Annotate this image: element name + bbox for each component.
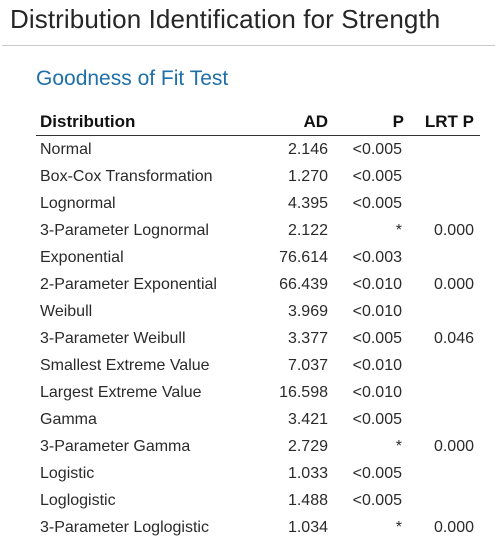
table-row: Smallest Extreme Value 7.037 <0.010 bbox=[36, 352, 480, 379]
cell-lrt-p: 0.000 bbox=[433, 276, 474, 293]
cell-lrt-p bbox=[404, 190, 480, 217]
table-row: 3-Parameter Loglogistic 1.034 * 0.000 bbox=[36, 514, 480, 541]
cell-lrt-p bbox=[404, 163, 480, 190]
cell-distribution: 3-Parameter Lognormal bbox=[40, 222, 209, 239]
cell-ad: 1.488 bbox=[287, 492, 328, 509]
cell-distribution: 2-Parameter Exponential bbox=[40, 276, 217, 293]
cell-lrt-p: 0.000 bbox=[433, 519, 474, 536]
table-row: Loglogistic 1.488 <0.005 bbox=[36, 487, 480, 514]
cell-distribution: 3-Parameter Gamma bbox=[40, 438, 191, 455]
cell-ad: 66.439 bbox=[279, 276, 328, 293]
cell-ad: 3.377 bbox=[287, 330, 328, 347]
cell-lrt-p bbox=[404, 136, 480, 164]
cell-p: * bbox=[395, 519, 402, 536]
header-p: P bbox=[328, 108, 404, 136]
cell-ad: 4.395 bbox=[287, 195, 328, 212]
table-row: Gamma 3.421 <0.005 bbox=[36, 406, 480, 433]
cell-p: <0.005 bbox=[352, 492, 402, 509]
cell-ad: 2.146 bbox=[287, 141, 328, 158]
cell-distribution: Lognormal bbox=[40, 195, 116, 212]
table-body: Normal 2.146 <0.005 Box-Cox Transformation 1… bbox=[36, 136, 480, 542]
cell-p: <0.005 bbox=[352, 141, 402, 158]
cell-ad: 2.122 bbox=[287, 222, 328, 239]
table-row: Lognormal 4.395 <0.005 bbox=[36, 190, 480, 217]
cell-p: <0.005 bbox=[352, 168, 402, 185]
table-row: 3-Parameter Lognormal 2.122 * 0.000 bbox=[36, 217, 480, 244]
cell-lrt-p bbox=[404, 352, 480, 379]
cell-distribution: 3-Parameter Loglogistic bbox=[40, 519, 209, 536]
cell-p: <0.005 bbox=[352, 411, 402, 428]
cell-ad: 16.598 bbox=[279, 384, 328, 401]
cell-p: * bbox=[395, 438, 402, 455]
cell-lrt-p: 0.000 bbox=[433, 438, 474, 455]
header-lrt-p: LRT P bbox=[404, 108, 480, 136]
table-row: Exponential 76.614 <0.003 bbox=[36, 244, 480, 271]
cell-p: <0.005 bbox=[352, 330, 402, 347]
page-title: Distribution Identification for Strength bbox=[10, 4, 441, 34]
cell-p: <0.010 bbox=[352, 303, 402, 320]
cell-ad: 1.034 bbox=[287, 519, 328, 536]
cell-p: <0.005 bbox=[352, 195, 402, 212]
cell-lrt-p bbox=[404, 406, 480, 433]
table-row: Normal 2.146 <0.005 bbox=[36, 136, 480, 164]
cell-p: <0.003 bbox=[352, 249, 402, 266]
cell-lrt-p bbox=[404, 244, 480, 271]
cell-distribution: Logistic bbox=[40, 465, 95, 482]
cell-distribution: Gamma bbox=[40, 411, 97, 428]
cell-distribution: Exponential bbox=[40, 249, 124, 266]
table-row: Weibull 3.969 <0.010 bbox=[36, 298, 480, 325]
cell-p: <0.005 bbox=[352, 465, 402, 482]
table-header-row: Distribution AD P LRT P bbox=[36, 108, 480, 136]
cell-ad: 2.729 bbox=[287, 438, 328, 455]
table-row: Logistic 1.033 <0.005 bbox=[36, 460, 480, 487]
cell-ad: 1.033 bbox=[287, 465, 328, 482]
cell-p: <0.010 bbox=[352, 384, 402, 401]
header-ad: AD bbox=[268, 108, 328, 136]
cell-p: * bbox=[395, 222, 402, 239]
cell-ad: 7.037 bbox=[287, 357, 328, 374]
goodness-of-fit-table: Distribution AD P LRT P Normal 2.146 <0.00… bbox=[36, 108, 480, 541]
cell-distribution: 3-Parameter Weibull bbox=[40, 330, 186, 347]
cell-lrt-p: 0.000 bbox=[433, 222, 474, 239]
cell-ad: 76.614 bbox=[279, 249, 328, 266]
table-row: 2-Parameter Exponential 66.439 <0.010 0.000 bbox=[36, 271, 480, 298]
cell-distribution: Smallest Extreme Value bbox=[40, 357, 210, 374]
table-row: 3-Parameter Weibull 3.377 <0.005 0.046 bbox=[36, 325, 480, 352]
cell-ad: 1.270 bbox=[287, 168, 328, 185]
cell-p: <0.010 bbox=[352, 276, 402, 293]
cell-ad: 3.421 bbox=[287, 411, 328, 428]
cell-distribution: Largest Extreme Value bbox=[40, 384, 202, 401]
cell-p: <0.010 bbox=[352, 357, 402, 374]
table-row: 3-Parameter Gamma 2.729 * 0.000 bbox=[36, 433, 480, 460]
cell-lrt-p: 0.046 bbox=[433, 330, 474, 347]
cell-distribution: Weibull bbox=[40, 303, 93, 320]
table-row: Largest Extreme Value 16.598 <0.010 bbox=[36, 379, 480, 406]
cell-lrt-p bbox=[404, 379, 480, 406]
title-divider bbox=[2, 45, 495, 46]
cell-ad: 3.969 bbox=[287, 303, 328, 320]
table-row: Box-Cox Transformation 1.270 <0.005 bbox=[36, 163, 480, 190]
cell-lrt-p bbox=[404, 298, 480, 325]
cell-lrt-p bbox=[404, 487, 480, 514]
header-distribution: Distribution bbox=[36, 108, 268, 136]
cell-lrt-p bbox=[404, 460, 480, 487]
cell-distribution: Box-Cox Transformation bbox=[40, 168, 213, 185]
section-heading: Goodness of Fit Test bbox=[36, 67, 229, 90]
cell-distribution: Loglogistic bbox=[40, 492, 116, 509]
cell-distribution: Normal bbox=[40, 141, 92, 158]
